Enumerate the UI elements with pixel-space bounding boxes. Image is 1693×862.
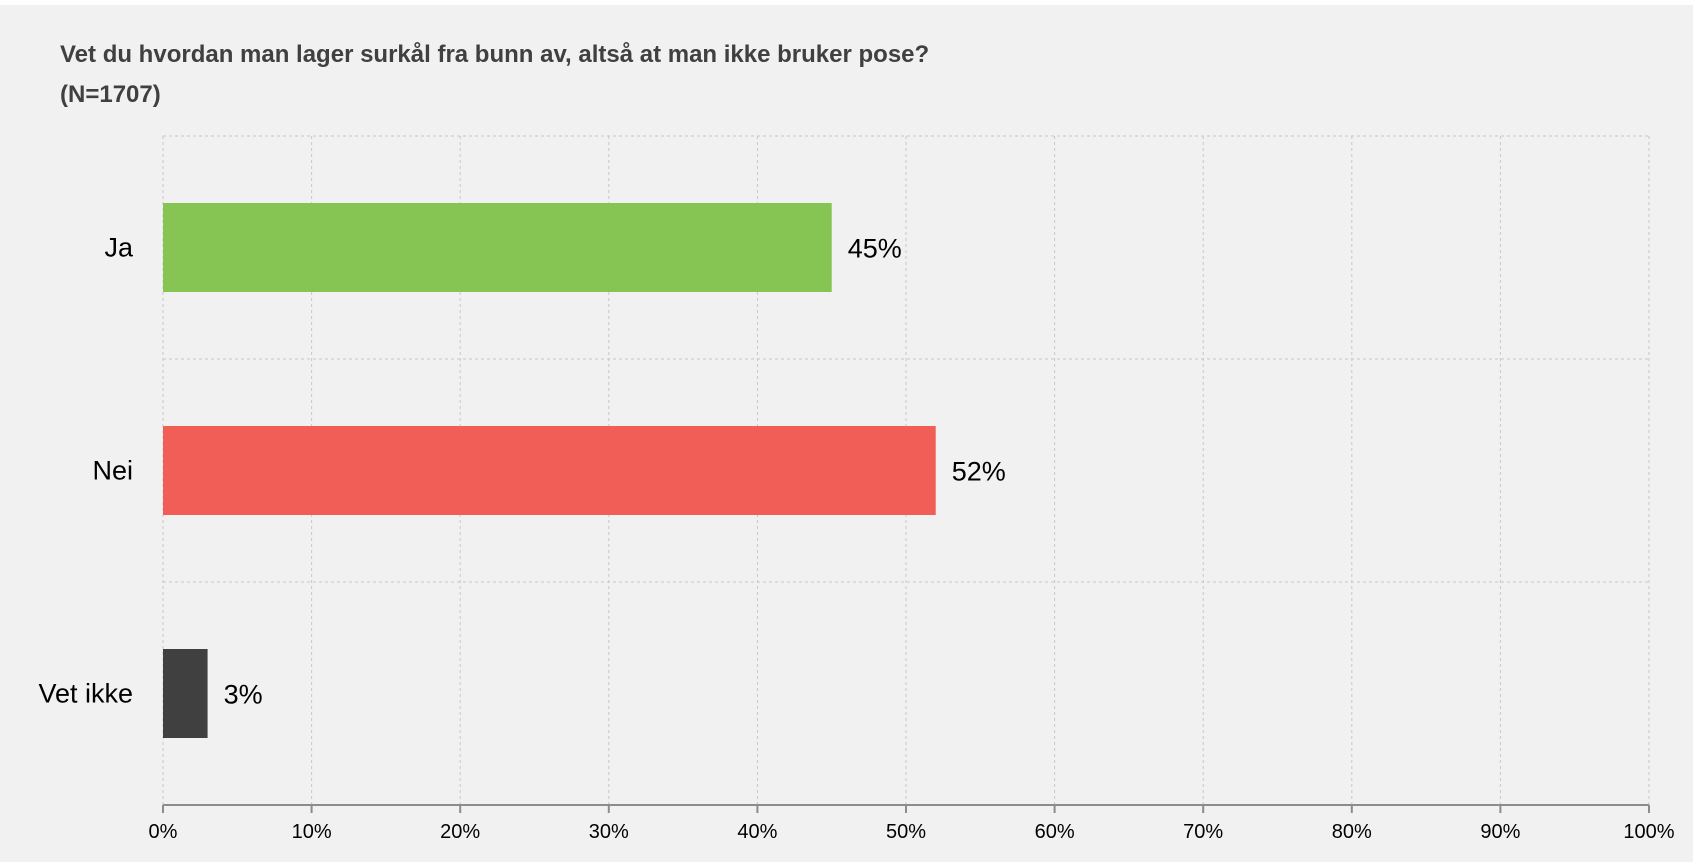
bar-nei xyxy=(163,426,936,515)
bar-value-label: 45% xyxy=(848,234,902,264)
x-tick-label: 100% xyxy=(1623,821,1674,843)
x-tick-label: 60% xyxy=(1035,821,1075,843)
x-tick-label: 40% xyxy=(737,821,777,843)
category-label: Ja xyxy=(104,233,134,263)
x-tick-label: 70% xyxy=(1183,821,1223,843)
chart-title-block: Vet du hvordan man lager surkål fra bunn… xyxy=(60,35,1460,115)
category-label: Vet ikke xyxy=(38,679,133,709)
x-tick-label: 0% xyxy=(149,821,178,843)
category-label: Nei xyxy=(92,456,133,486)
x-tick-label: 30% xyxy=(589,821,629,843)
x-tick-label: 80% xyxy=(1332,821,1372,843)
x-tick-label: 10% xyxy=(292,821,332,843)
bar-vet-ikke xyxy=(163,649,208,738)
bar-ja xyxy=(163,203,832,292)
x-tick-label: 90% xyxy=(1480,821,1520,843)
bar-value-label: 3% xyxy=(224,680,263,710)
bar-value-label: 52% xyxy=(952,457,1006,487)
x-tick-label: 20% xyxy=(440,821,480,843)
chart-title: Vet du hvordan man lager surkål fra bunn… xyxy=(60,41,930,68)
x-tick-label: 50% xyxy=(886,821,926,843)
chart-subtitle: (N=1707) xyxy=(60,81,161,108)
